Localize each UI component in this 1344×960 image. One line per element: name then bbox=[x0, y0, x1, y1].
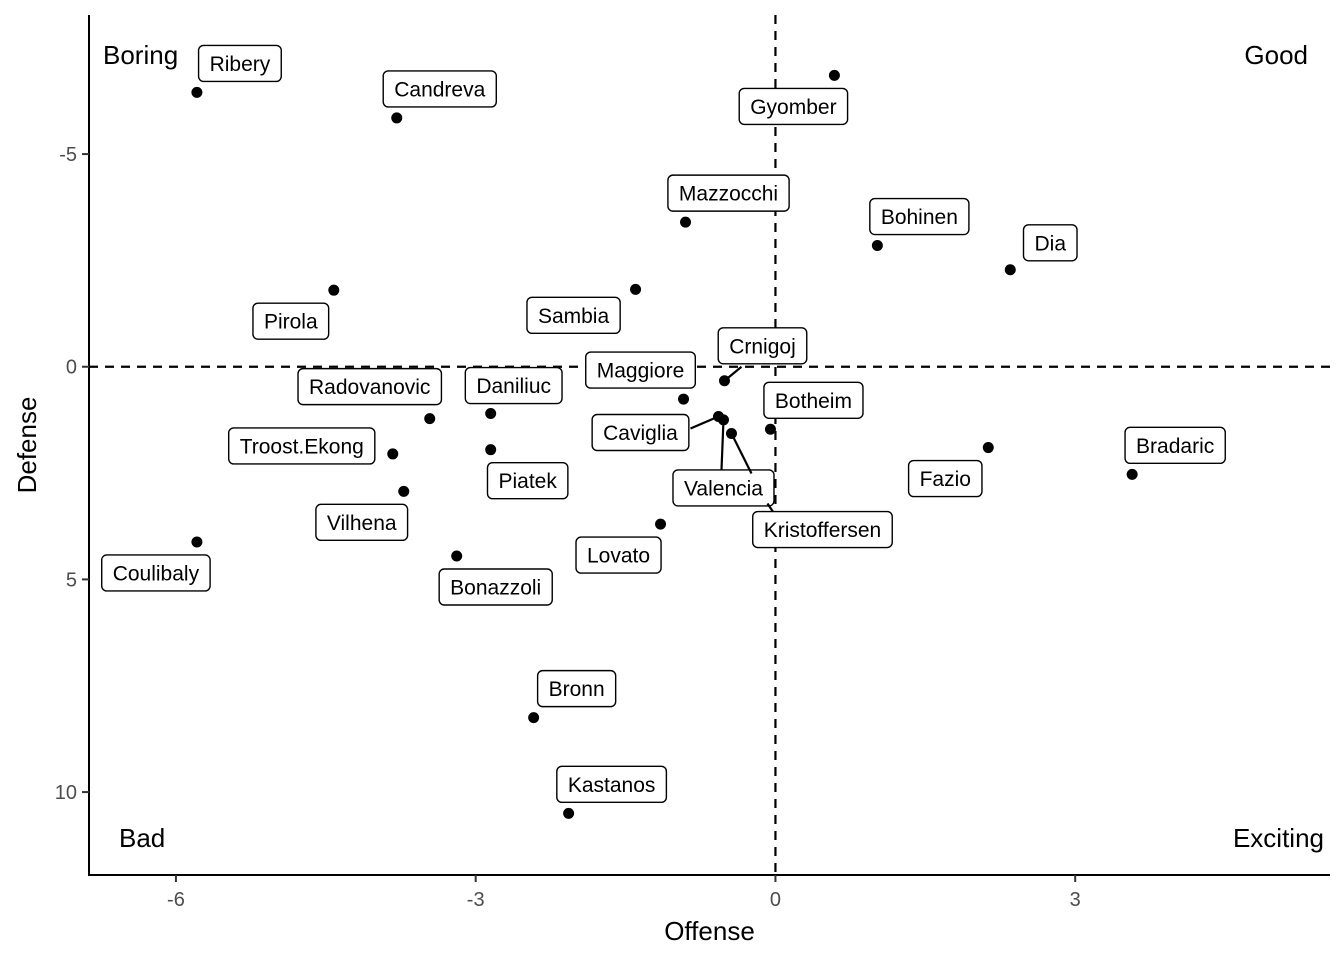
point-label-box bbox=[438, 568, 553, 606]
point-label-box bbox=[252, 302, 330, 340]
point-label: Troost.Ekong bbox=[240, 435, 364, 458]
data-point bbox=[725, 428, 737, 440]
point-label-box bbox=[526, 296, 621, 335]
point-label-box bbox=[464, 366, 563, 405]
x-tick-label: -6 bbox=[167, 889, 185, 911]
point-label: Bonazzoli bbox=[450, 577, 541, 600]
point-label-box bbox=[907, 459, 983, 498]
point-label: Daniliuc bbox=[476, 375, 551, 398]
point-label: Bohinen bbox=[881, 206, 958, 229]
y-axis-title: Defense bbox=[12, 397, 42, 494]
point-label-box bbox=[227, 427, 376, 465]
data-point bbox=[630, 283, 642, 295]
point-label-box bbox=[763, 381, 864, 419]
point-label: Kastanos bbox=[568, 774, 656, 797]
y-tick-label: 10 bbox=[55, 782, 77, 804]
point-label: Lovato bbox=[587, 545, 650, 568]
point-label: Kristoffersen bbox=[764, 519, 882, 542]
point-label-box bbox=[672, 469, 775, 507]
data-point bbox=[451, 550, 463, 562]
quadrant-label-bottom-left: Bad bbox=[119, 823, 165, 853]
point-label: Fazio bbox=[920, 468, 971, 491]
data-point bbox=[485, 408, 497, 420]
data-point bbox=[717, 414, 729, 426]
point-label-box bbox=[1022, 224, 1078, 262]
point-label: Radovanovic bbox=[309, 376, 430, 399]
point-label-box bbox=[575, 536, 662, 574]
point-label-box bbox=[717, 327, 808, 365]
point-label-box bbox=[197, 44, 282, 83]
data-point bbox=[424, 413, 436, 425]
quadrant-label-bottom-right: Exciting bbox=[1233, 823, 1324, 853]
point-label: Maggiore bbox=[597, 360, 685, 383]
point-label: Piatek bbox=[498, 470, 557, 493]
data-point bbox=[191, 86, 203, 98]
y-tick-label: 0 bbox=[66, 357, 77, 379]
data-point bbox=[528, 712, 540, 724]
point-label-box bbox=[315, 503, 409, 542]
data-point bbox=[485, 444, 497, 456]
point-label: Dia bbox=[1034, 232, 1066, 255]
point-label-box bbox=[752, 510, 893, 549]
point-label: Gyomber bbox=[750, 96, 836, 119]
y-tick-label: 5 bbox=[66, 569, 77, 591]
label-leader-line bbox=[720, 419, 725, 470]
y-tick-label: -5 bbox=[59, 144, 77, 166]
data-point bbox=[718, 375, 730, 387]
point-label-box bbox=[869, 197, 970, 236]
point-label: Botheim bbox=[775, 390, 852, 413]
data-point bbox=[982, 442, 994, 454]
data-point bbox=[680, 216, 692, 228]
point-label: Bronn bbox=[549, 678, 605, 701]
data-point bbox=[398, 485, 410, 497]
point-label-box bbox=[591, 413, 690, 452]
point-label-box bbox=[738, 87, 849, 126]
point-label: Caviglia bbox=[603, 422, 678, 445]
point-label-box bbox=[382, 70, 497, 108]
data-point bbox=[1004, 264, 1016, 276]
data-point bbox=[328, 284, 340, 296]
data-point bbox=[678, 393, 690, 405]
point-label-box bbox=[556, 765, 668, 804]
point-label: Ribery bbox=[210, 53, 271, 76]
point-label: Candreva bbox=[394, 78, 485, 101]
data-point bbox=[563, 807, 575, 819]
point-label: Mazzocchi bbox=[679, 183, 778, 206]
data-point bbox=[1126, 468, 1138, 480]
point-label-box bbox=[585, 351, 697, 389]
x-tick-label: 3 bbox=[1070, 889, 1081, 911]
point-label: Valencia bbox=[684, 477, 763, 500]
point-label-box bbox=[1124, 426, 1226, 465]
quadrant-label-top-left: Boring bbox=[103, 40, 178, 70]
x-tick-label: -3 bbox=[467, 889, 485, 911]
data-point bbox=[655, 518, 667, 530]
data-point bbox=[828, 69, 840, 81]
data-point bbox=[764, 423, 776, 435]
data-point bbox=[391, 112, 403, 124]
point-label: Coulibaly bbox=[113, 562, 200, 585]
point-label: Pirola bbox=[264, 311, 318, 334]
quadrant-label-top-right: Good bbox=[1244, 40, 1308, 70]
data-point bbox=[191, 536, 203, 548]
point-label-box bbox=[101, 554, 211, 592]
data-point bbox=[871, 240, 883, 252]
point-label-box bbox=[667, 174, 790, 212]
point-label: Bradaric bbox=[1136, 435, 1214, 458]
point-label-box bbox=[297, 367, 443, 406]
point-label: Vilhena bbox=[327, 512, 397, 535]
point-label: Crnigoj bbox=[729, 335, 796, 358]
x-axis-title: Offense bbox=[664, 916, 755, 946]
point-label-box bbox=[536, 669, 617, 708]
x-tick-label: 0 bbox=[770, 889, 781, 911]
point-label-box bbox=[486, 461, 569, 500]
point-label: Sambia bbox=[538, 305, 610, 328]
data-point bbox=[387, 448, 399, 460]
label-leader-line bbox=[730, 433, 753, 475]
